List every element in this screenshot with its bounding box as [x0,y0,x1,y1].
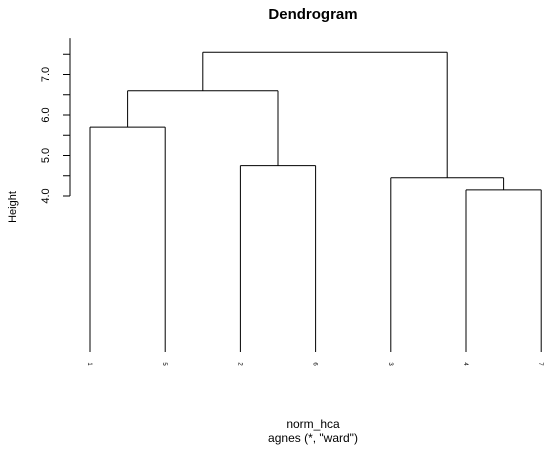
x-axis-label: norm_hca [286,417,340,431]
subtitle: agnes (*, "ward") [268,431,358,445]
y-axis: 4.0 5.0 6.0 7.0 [40,38,71,204]
leaf-label: 1 [86,362,92,366]
y-tick-label: 5.0 [40,148,52,163]
chart-title: Dendrogram [268,6,357,23]
leaf-label: 3 [387,362,393,366]
leaf-label: 4 [462,362,468,366]
dendrogram-branches [89,51,542,352]
y-ticks: 4.0 5.0 6.0 7.0 [40,53,70,204]
y-tick-label: 6.0 [40,107,52,122]
leaf-label: 5 [161,362,167,366]
y-axis-label: Height [7,191,19,223]
leaf-label: 6 [312,362,318,366]
y-tick-label: 7.0 [40,67,52,82]
leaf-label: 2 [236,362,242,366]
y-tick-label: 4.0 [40,188,52,203]
leaf-label: 7 [537,362,543,366]
leaf-labels: 1 5 2 6 3 4 7 [86,362,543,366]
